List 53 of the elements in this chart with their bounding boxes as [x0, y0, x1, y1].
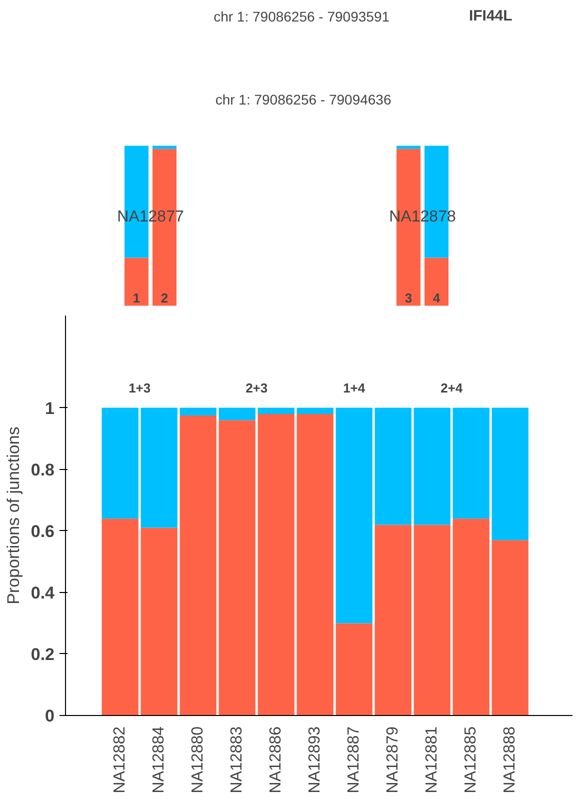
bar: [180, 416, 216, 716]
x-tick-label: NA12886: [268, 726, 285, 794]
x-tick-label: NA12885: [462, 726, 480, 794]
bar: [140, 408, 178, 528]
text: chr 1: 79086256 - 79094636: [215, 92, 392, 108]
y-tick-label: 0.8: [30, 460, 55, 480]
bar: [336, 623, 372, 716]
bar: [258, 408, 294, 414]
y-tick-label: 0.6: [30, 522, 55, 541]
x-tick-label: NA12884: [150, 726, 168, 794]
annotation: NA12877: [117, 208, 184, 226]
bar: [336, 408, 372, 624]
x-tick-label: NA12881: [424, 726, 441, 794]
x-tick-label: NA12888: [502, 726, 519, 794]
bar: [218, 420, 256, 716]
bar: [140, 528, 178, 716]
bar: [102, 518, 138, 716]
bar: [492, 408, 528, 540]
annotation: 1+3: [128, 380, 151, 396]
x-tick-label: 1: [132, 290, 140, 306]
text: IFI44L: [468, 8, 512, 24]
bar: [374, 408, 412, 525]
y-tick-label: 0: [45, 706, 55, 726]
bar: [414, 408, 450, 525]
bar: [218, 408, 256, 420]
bar: [102, 408, 138, 519]
x-tick-label: NA12883: [228, 726, 246, 794]
y-tick-label: 0.4: [30, 583, 56, 602]
annotation: NA12878: [389, 208, 456, 226]
x-tick-label: 4: [432, 290, 441, 306]
bar: [492, 540, 528, 716]
x-tick-label: 2: [160, 290, 168, 306]
bar: [296, 408, 334, 414]
bar: [374, 524, 412, 716]
bar: [180, 408, 216, 416]
x-tick-label: NA12882: [112, 726, 129, 794]
annotation: 1+4: [343, 380, 366, 396]
annotation: 2+4: [440, 380, 464, 396]
bar: [452, 408, 490, 519]
bar: [414, 524, 450, 716]
x-tick-label: NA12893: [306, 726, 324, 794]
bar: [296, 414, 334, 716]
bar: [452, 518, 490, 716]
y-tick-label: 1: [45, 398, 55, 418]
x-tick-label: NA12887: [346, 726, 363, 794]
text: chr 1: 79086256 - 79093591: [214, 8, 390, 24]
annotation: 2+3: [246, 380, 268, 396]
x-tick-label: NA12880: [190, 726, 207, 794]
bar: [258, 414, 294, 716]
x-tick-label: 3: [404, 290, 412, 306]
y-tick-label: 0.2: [30, 644, 55, 664]
x-tick-label: NA12879: [384, 726, 402, 794]
y-axis-title: Proportions of junctions: [4, 426, 23, 604]
